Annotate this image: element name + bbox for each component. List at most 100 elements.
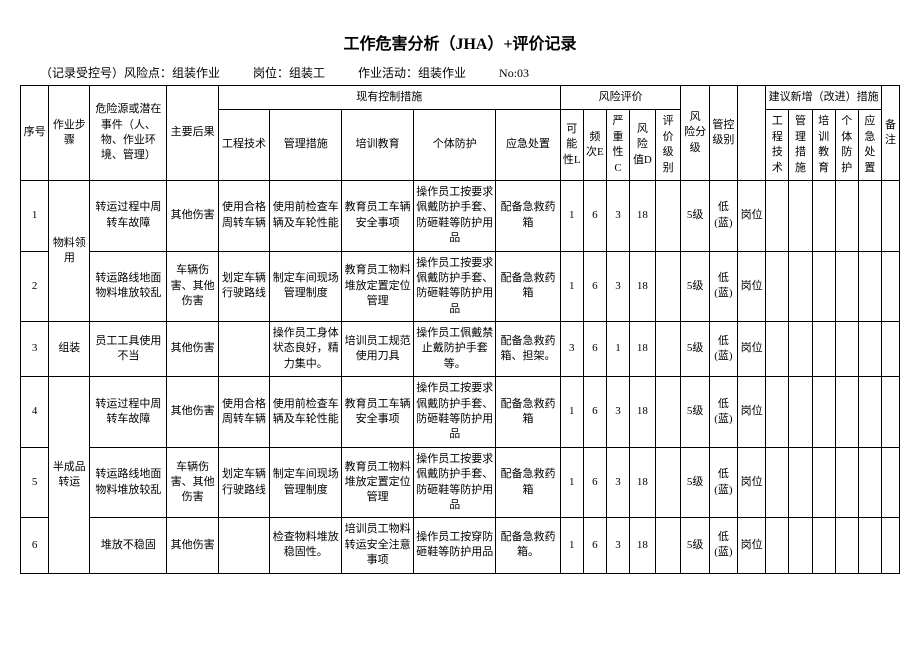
cell-mgmt: 检查物料堆放稳固性。	[270, 518, 342, 573]
cell-cons: 车辆伤害、其他伤害	[167, 447, 218, 518]
cell-seq: 4	[21, 377, 49, 448]
h-hazard: 危险源或潜在事件（人、物、作业环境、管理）	[90, 86, 167, 181]
cell-mgmt: 制定车间现场管理制度	[270, 251, 342, 322]
cell-grade	[655, 447, 681, 518]
cell-hazard: 转运过程中周转车故障	[90, 377, 167, 448]
cell-gkpos: 岗位	[738, 518, 766, 573]
h-train: 培训教育	[342, 110, 414, 181]
h-sug-mgmt: 管理措施	[789, 110, 812, 181]
cell-gkpos: 岗位	[738, 447, 766, 518]
cell-D: 18	[630, 180, 656, 251]
h-sug-train: 培训教育	[812, 110, 835, 181]
h-bz: 备注	[881, 86, 899, 181]
meta-no: No:03	[499, 66, 529, 80]
table-row: 1 物料领用 转运过程中周转车故障 其他伤害 使用合格周转车辆 使用前检查车辆及…	[21, 180, 900, 251]
cell-grade	[655, 251, 681, 322]
h-ppe: 个体防护	[414, 110, 496, 181]
cell-grade	[655, 322, 681, 377]
cell-grade	[655, 377, 681, 448]
cell-cons: 其他伤害	[167, 518, 218, 573]
h-eng: 工程技术	[218, 110, 269, 181]
cell-eng: 使用合格周转车辆	[218, 180, 269, 251]
cell-L: 1	[560, 447, 583, 518]
cell-grade	[655, 518, 681, 573]
cell-E: 6	[583, 377, 606, 448]
h-existing: 现有控制措施	[218, 86, 560, 110]
cell-train: 培训员工物料转运安全注意事项	[342, 518, 414, 573]
table-row: 3 组装 员工工具使用不当 其他伤害 操作员工身体状态良好，精力集中。 培训员工…	[21, 322, 900, 377]
cell-eng: 划定车辆行驶路线	[218, 251, 269, 322]
cell-emerg: 配备急救药箱。	[496, 518, 560, 573]
cell-hazard: 堆放不稳固	[90, 518, 167, 573]
cell-gk: 低(蓝)	[709, 322, 737, 377]
cell-cons: 其他伤害	[167, 377, 218, 448]
h-sug-ppe: 个体防护	[835, 110, 858, 181]
h-step: 作业步骤	[49, 86, 90, 181]
cell-E: 6	[583, 447, 606, 518]
cell-D: 18	[630, 322, 656, 377]
cell-D: 18	[630, 518, 656, 573]
cell-gkpos: 岗位	[738, 251, 766, 322]
cell-hazard: 转运路线地面物料堆放较乱	[90, 447, 167, 518]
table-row: 6 堆放不稳固 其他伤害 检查物料堆放稳固性。 培训员工物料转运安全注意事项 操…	[21, 518, 900, 573]
h-grade: 评价级别	[655, 110, 681, 181]
cell-L: 1	[560, 377, 583, 448]
h-D: 风险值D	[630, 110, 656, 181]
cell-cons: 其他伤害	[167, 322, 218, 377]
cell-mgmt: 使用前检查车辆及车轮性能	[270, 180, 342, 251]
cell-step: 物料领用	[49, 180, 90, 321]
cell-E: 6	[583, 518, 606, 573]
cell-seq: 1	[21, 180, 49, 251]
h-mgmt: 管理措施	[270, 110, 342, 181]
cell-eng	[218, 518, 269, 573]
jha-table: 序号 作业步骤 危险源或潜在事件（人、物、作业环境、管理） 主要后果 现有控制措…	[20, 85, 900, 574]
cell-step: 组装	[49, 322, 90, 377]
meta-post: 岗位：组装工	[253, 66, 325, 80]
cell-train: 教育员工物料堆放定置定位管理	[342, 251, 414, 322]
cell-hazard: 员工工具使用不当	[90, 322, 167, 377]
cell-L: 3	[560, 322, 583, 377]
meta-line: （记录受控号）风险点：组装作业 岗位：组装工 作业活动：组装作业 No:03	[20, 64, 900, 81]
cell-ppe: 操作员工按穿防砸鞋等防护用品	[414, 518, 496, 573]
cell-fenji: 5级	[681, 377, 709, 448]
table-row: 4 半成品转运 转运过程中周转车故障 其他伤害 使用合格周转车辆 使用前检查车辆…	[21, 377, 900, 448]
cell-train: 教育员工物料堆放定置定位管理	[342, 447, 414, 518]
h-gkpos	[738, 86, 766, 181]
table-row: 5 转运路线地面物料堆放较乱 车辆伤害、其他伤害 划定车辆行驶路线 制定车间现场…	[21, 447, 900, 518]
cell-emerg: 配备急救药箱	[496, 447, 560, 518]
cell-gkpos: 岗位	[738, 180, 766, 251]
cell-gk: 低(蓝)	[709, 377, 737, 448]
cell-hazard: 转运过程中周转车故障	[90, 180, 167, 251]
h-emerg: 应急处置	[496, 110, 560, 181]
doc-title: 工作危害分析（JHA）+评价记录	[20, 30, 900, 54]
cell-train: 教育员工车辆安全事项	[342, 377, 414, 448]
cell-C: 3	[606, 377, 629, 448]
cell-E: 6	[583, 251, 606, 322]
cell-ppe: 操作员工佩戴禁止戴防护手套等。	[414, 322, 496, 377]
cell-fenji: 5级	[681, 518, 709, 573]
cell-C: 1	[606, 322, 629, 377]
cell-emerg: 配备急救药箱	[496, 251, 560, 322]
cell-D: 18	[630, 251, 656, 322]
cell-train: 培训员工规范使用刀具	[342, 322, 414, 377]
cell-emerg: 配备急救药箱、担架。	[496, 322, 560, 377]
cell-ppe: 操作员工按要求佩戴防护手套、防砸鞋等防护用品	[414, 377, 496, 448]
cell-C: 3	[606, 447, 629, 518]
cell-E: 6	[583, 180, 606, 251]
h-sug-emerg: 应急处置	[858, 110, 881, 181]
cell-L: 1	[560, 518, 583, 573]
cell-L: 1	[560, 251, 583, 322]
cell-mgmt: 操作员工身体状态良好，精力集中。	[270, 322, 342, 377]
meta-activity: 作业活动：组装作业	[358, 66, 466, 80]
cell-emerg: 配备急救药箱	[496, 180, 560, 251]
table-row: 2 转运路线地面物料堆放较乱 车辆伤害、其他伤害 划定车辆行驶路线 制定车间现场…	[21, 251, 900, 322]
cell-ppe: 操作员工按要求佩戴防护手套、防砸鞋等防护用品	[414, 447, 496, 518]
cell-gk: 低(蓝)	[709, 518, 737, 573]
table-body: 1 物料领用 转运过程中周转车故障 其他伤害 使用合格周转车辆 使用前检查车辆及…	[21, 180, 900, 573]
cell-mgmt: 使用前检查车辆及车轮性能	[270, 377, 342, 448]
cell-C: 3	[606, 251, 629, 322]
h-E: 频次E	[583, 110, 606, 181]
cell-gkpos: 岗位	[738, 322, 766, 377]
cell-emerg: 配备急救药箱	[496, 377, 560, 448]
cell-L: 1	[560, 180, 583, 251]
